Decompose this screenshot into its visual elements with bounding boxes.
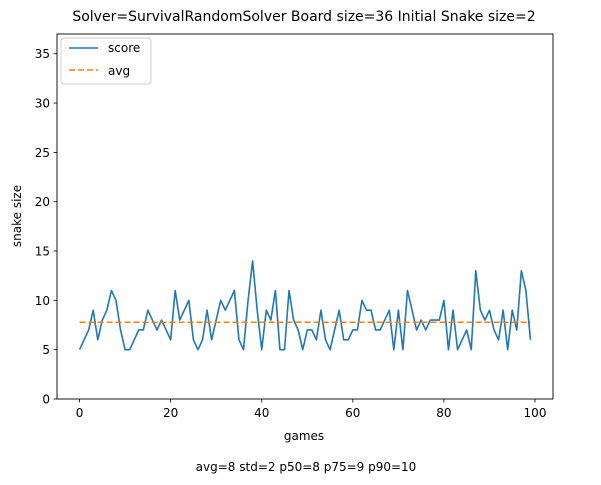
y-tick-label: 30 [35, 97, 50, 111]
plot-area: 0 5 10 15 20 25 30 35 0 20 40 60 80 100 [35, 33, 554, 420]
x-tick-label: 100 [524, 406, 547, 420]
y-tick-label: 5 [42, 343, 50, 357]
legend-label-avg: avg [108, 64, 130, 78]
stats-summary: avg=8 std=2 p50=8 p75=9 p90=10 [196, 460, 417, 474]
y-tick-label: 10 [35, 294, 50, 308]
legend-box [60, 37, 152, 85]
x-tick-label: 0 [76, 406, 84, 420]
y-axis: 0 5 10 15 20 25 30 35 [35, 47, 57, 407]
y-tick-label: 35 [35, 47, 50, 61]
chart-title: Solver=SurvivalRandomSolver Board size=3… [72, 9, 535, 25]
x-axis-label: games [284, 429, 324, 443]
y-tick-label: 20 [35, 195, 50, 209]
x-tick-label: 20 [163, 406, 178, 420]
x-tick-label: 80 [436, 406, 451, 420]
y-axis-label: snake size [10, 185, 24, 247]
legend: score avg [60, 37, 152, 85]
series-layer [78, 260, 532, 351]
legend-label-score: score [108, 41, 140, 55]
y-tick-label: 0 [42, 393, 50, 407]
y-tick-label: 15 [35, 245, 50, 259]
x-tick-label: 40 [254, 406, 269, 420]
x-tick-label: 60 [345, 406, 360, 420]
plot-frame [56, 33, 554, 400]
series-line-score [78, 260, 532, 351]
y-tick-label: 25 [35, 146, 50, 160]
x-axis: 0 20 40 60 80 100 [76, 399, 547, 420]
